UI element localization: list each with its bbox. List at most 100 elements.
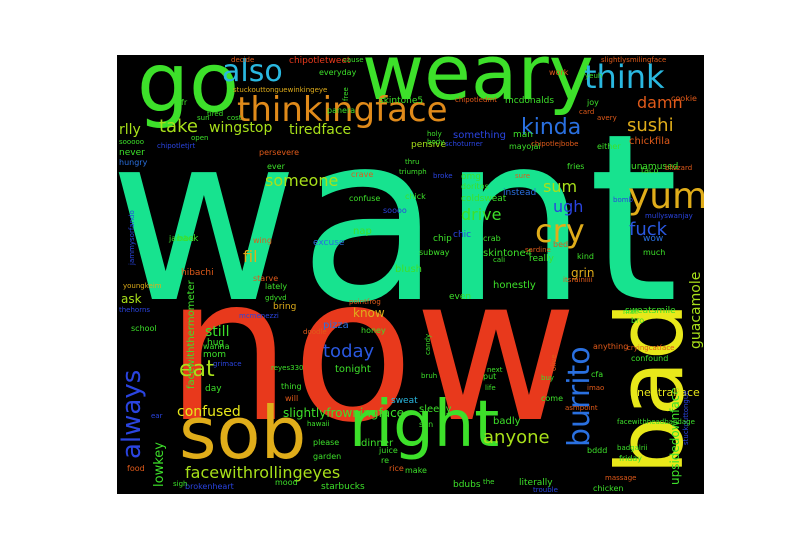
word-sardine: sardine [525,246,551,254]
word-come: come [541,394,564,403]
word-chipotledmt: chipotledmt [455,96,497,104]
word-mom: mom [203,350,227,360]
word-tonight: tonight [335,364,371,375]
word-ever: ever [267,162,285,171]
word-even: even [449,292,472,302]
word-sooooo: sooooo [119,138,145,146]
word-ask: ask [121,292,142,306]
word-honestly: honestly [493,280,536,291]
word-chipotlejbobe: chipotlejbobe [531,140,579,148]
word-grin: grin [571,266,595,280]
word-yeuh: yeuh [585,72,603,80]
word-bed: bed [553,240,569,249]
word-the: the [483,478,495,486]
word-instead: instead [503,188,537,198]
word-schoturner: schoturner [445,140,483,148]
word-juice: juice [379,446,398,455]
word-bddd: bddd [587,446,608,455]
word-still: still [205,324,230,340]
word-body: body [427,138,445,146]
word-anyone: anyone [483,427,550,448]
word-open: open [191,134,209,142]
word-back: back [177,234,199,244]
word-son: son [419,420,434,429]
word-card: card [579,108,595,116]
word-mood: mood [275,478,298,487]
word-free: free [342,87,350,101]
word-chip: chip [433,234,452,244]
word-know: know [353,306,385,320]
word-thinkingface: thinkingface [237,90,448,130]
word-slightlysmilingface: slightlysmilingface [601,56,667,64]
word-buy: buy [541,374,555,382]
word-next: next [487,366,503,374]
word-tired: tired [207,110,224,118]
word-coldsweat: coldsweat [461,194,507,204]
word-much: much [643,248,666,257]
word-crab: crab [483,234,501,243]
word-brokenheart: brokenheart [185,482,234,491]
word-damn: damn [637,93,683,112]
word-anything: anything [593,342,629,351]
word-chipotletjrt: chipotletjrt [157,142,196,150]
word-jamba: jamba [169,234,194,243]
word-wanna: wanna [203,342,230,351]
word-burrito: burrito [562,346,597,447]
word-sum: sum [543,177,578,196]
word-eat: eat [179,357,215,382]
word-pensive: pensive [411,140,447,150]
word-starbucks: starbucks [321,482,365,492]
word-today: today [323,341,375,362]
word-sweatsmile: sweatsmile [625,306,676,316]
word-sob: sob [179,391,307,475]
word-chipotletweet: chipotletweet [289,56,351,66]
word-confound: confound [631,354,669,363]
word-decide: decide [231,56,255,64]
word-re: re [381,456,390,465]
word-thehorns: thehorns [119,306,151,314]
word-chicken: chicken [593,484,624,493]
word-hawaii: hawaii [307,420,330,428]
word-holy: holy [427,130,442,138]
word-doritos: doritos [461,182,489,191]
word-olive: olive [550,354,558,371]
word-triumph: triumph [399,168,427,176]
word-sure: sure [515,172,531,180]
word-ear: ear [151,412,163,420]
word-rlly: rlly [119,122,141,138]
word-blush: blush [395,264,423,275]
word-everyday: everyday [319,68,357,77]
word-mail: mail [623,308,638,316]
word-badgalrii: badgalrii [617,444,648,452]
word-confuse: confuse [349,194,381,203]
word-cost: cost [227,114,242,122]
word-imao: imao [587,384,605,392]
word-rice: rice [389,464,404,473]
word-mayojai: mayojai [509,142,541,151]
word-upsidedownface: upsidedownface [668,387,682,485]
word-fries: fries [567,162,585,171]
word-think: think [584,58,665,96]
word-badly: badly [493,416,521,427]
word-hug: hug [207,338,225,348]
word-asmpoint: asmpoint [565,404,598,412]
word-either: either [597,142,621,151]
word-sweat: sweat [391,396,418,406]
word-lately: lately [265,282,288,291]
word-fr: fr [181,98,188,107]
word-cookie: cookie [671,94,697,103]
word-bring: bring [273,302,297,312]
word-also: also [222,55,283,89]
word-chic: chic [453,230,472,240]
word-omg: omg [461,172,481,182]
word-ugh: ugh [553,197,584,216]
word-blizzard: blizzard [665,164,693,172]
word-gdyvd: gdyvd [265,294,287,302]
word-youngkeim: youngkeim [123,282,162,290]
word-now: now [165,234,578,467]
word-want: want [117,84,679,354]
word-someone: someone [265,171,339,190]
word-unamused: unamused [631,162,679,172]
word-school: school [131,324,157,333]
word-subway: subway [419,248,450,257]
